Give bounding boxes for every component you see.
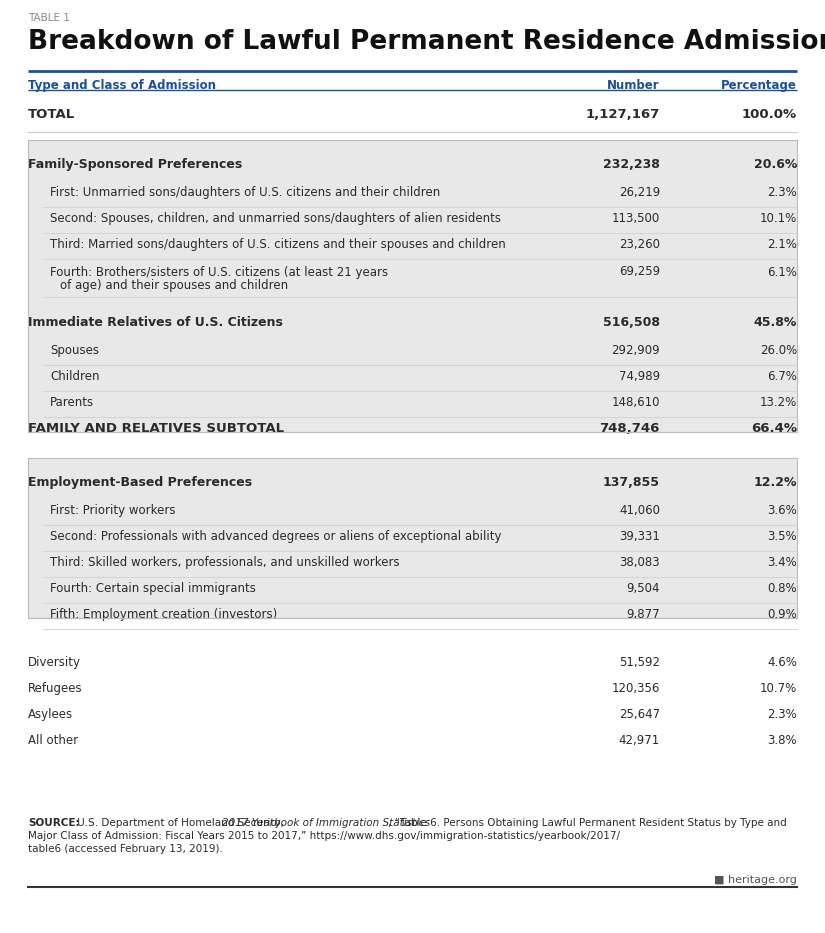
Text: 26.0%: 26.0%	[760, 344, 797, 357]
Text: Immediate Relatives of U.S. Citizens: Immediate Relatives of U.S. Citizens	[28, 316, 283, 329]
Text: 3.4%: 3.4%	[767, 556, 797, 569]
Text: 45.8%: 45.8%	[753, 316, 797, 329]
Text: 2.3%: 2.3%	[767, 708, 797, 721]
Text: 137,855: 137,855	[603, 476, 660, 489]
Text: Asylees: Asylees	[28, 708, 73, 721]
Text: 6.1%: 6.1%	[767, 266, 797, 278]
Text: 25,647: 25,647	[619, 708, 660, 721]
Text: 748,746: 748,746	[600, 422, 660, 435]
Text: Children: Children	[50, 370, 100, 383]
Text: Family-Sponsored Preferences: Family-Sponsored Preferences	[28, 158, 243, 171]
Text: 69,259: 69,259	[619, 266, 660, 278]
Text: ■ heritage.org: ■ heritage.org	[714, 875, 797, 885]
Text: TABLE 1: TABLE 1	[28, 13, 70, 23]
Text: 2017 Yearbook of Immigration Statistics: 2017 Yearbook of Immigration Statistics	[222, 818, 430, 828]
Text: 42,971: 42,971	[619, 734, 660, 747]
Text: Fifth: Employment creation (investors): Fifth: Employment creation (investors)	[50, 608, 277, 621]
Text: Fourth: Certain special immigrants: Fourth: Certain special immigrants	[50, 582, 256, 595]
Text: 10.7%: 10.7%	[760, 682, 797, 695]
Text: Third: Married sons/daughters of U.S. citizens and their spouses and children: Third: Married sons/daughters of U.S. ci…	[50, 238, 506, 251]
Text: Breakdown of Lawful Permanent Residence Admissions, FY 2017: Breakdown of Lawful Permanent Residence …	[28, 29, 825, 55]
Text: Refugees: Refugees	[28, 682, 82, 695]
Text: SOURCE:: SOURCE:	[28, 818, 80, 828]
Text: All other: All other	[28, 734, 78, 747]
Text: 6.7%: 6.7%	[767, 370, 797, 383]
Text: 2.3%: 2.3%	[767, 186, 797, 199]
Text: 51,592: 51,592	[619, 656, 660, 669]
Text: Fourth: Brothers/sisters of U.S. citizens (at least 21 years: Fourth: Brothers/sisters of U.S. citizen…	[50, 266, 388, 279]
Text: 9,504: 9,504	[626, 582, 660, 595]
Text: 10.1%: 10.1%	[760, 212, 797, 225]
Text: 0.9%: 0.9%	[767, 608, 797, 621]
Text: 23,260: 23,260	[619, 238, 660, 251]
Text: Diversity: Diversity	[28, 656, 81, 669]
Text: Number: Number	[607, 79, 660, 92]
Text: 2.1%: 2.1%	[767, 238, 797, 251]
Text: First: Unmarried sons/daughters of U.S. citizens and their children: First: Unmarried sons/daughters of U.S. …	[50, 186, 441, 199]
Text: 20.6%: 20.6%	[753, 158, 797, 171]
Text: 3.5%: 3.5%	[767, 530, 797, 543]
Text: First: Priority workers: First: Priority workers	[50, 504, 176, 517]
Text: 39,331: 39,331	[619, 530, 660, 543]
Text: 148,610: 148,610	[611, 396, 660, 409]
Text: 516,508: 516,508	[603, 316, 660, 329]
Text: 1,127,167: 1,127,167	[586, 108, 660, 121]
Text: Second: Spouses, children, and unmarried sons/daughters of alien residents: Second: Spouses, children, and unmarried…	[50, 212, 501, 225]
Text: 100.0%: 100.0%	[742, 108, 797, 121]
Text: FAMILY AND RELATIVES SUBTOTAL: FAMILY AND RELATIVES SUBTOTAL	[28, 422, 284, 435]
Text: Second: Professionals with advanced degrees or aliens of exceptional ability: Second: Professionals with advanced degr…	[50, 530, 502, 543]
Text: 38,083: 38,083	[620, 556, 660, 569]
Text: of age) and their spouses and children: of age) and their spouses and children	[60, 279, 288, 292]
Text: Parents: Parents	[50, 396, 94, 409]
Text: Employment-Based Preferences: Employment-Based Preferences	[28, 476, 252, 489]
Text: 232,238: 232,238	[603, 158, 660, 171]
Text: 26,219: 26,219	[619, 186, 660, 199]
Text: , “Table 6. Persons Obtaining Lawful Permanent Resident Status by Type and: , “Table 6. Persons Obtaining Lawful Per…	[388, 818, 787, 828]
Text: 3.6%: 3.6%	[767, 504, 797, 517]
Text: 0.8%: 0.8%	[767, 582, 797, 595]
Text: 4.6%: 4.6%	[767, 656, 797, 669]
Text: 120,356: 120,356	[611, 682, 660, 695]
Text: table6 (accessed February 13, 2019).: table6 (accessed February 13, 2019).	[28, 844, 223, 854]
Text: Percentage: Percentage	[721, 79, 797, 92]
Text: 66.4%: 66.4%	[751, 422, 797, 435]
Text: 13.2%: 13.2%	[760, 396, 797, 409]
Text: 9,877: 9,877	[626, 608, 660, 621]
Text: Third: Skilled workers, professionals, and unskilled workers: Third: Skilled workers, professionals, a…	[50, 556, 399, 569]
Text: Type and Class of Admission: Type and Class of Admission	[28, 79, 216, 92]
Text: 3.8%: 3.8%	[767, 734, 797, 747]
Bar	[28, 140, 797, 432]
Text: 12.2%: 12.2%	[753, 476, 797, 489]
Text: 292,909: 292,909	[611, 344, 660, 357]
Bar	[28, 458, 797, 618]
Text: TOTAL: TOTAL	[28, 108, 75, 121]
Text: 113,500: 113,500	[612, 212, 660, 225]
Text: U.S. Department of Homeland Security,: U.S. Department of Homeland Security,	[74, 818, 287, 828]
Text: Spouses: Spouses	[50, 344, 99, 357]
Text: 41,060: 41,060	[619, 504, 660, 517]
Text: 74,989: 74,989	[619, 370, 660, 383]
Text: Major Class of Admission: Fiscal Years 2015 to 2017,” https://www.dhs.gov/immigr: Major Class of Admission: Fiscal Years 2…	[28, 831, 620, 841]
